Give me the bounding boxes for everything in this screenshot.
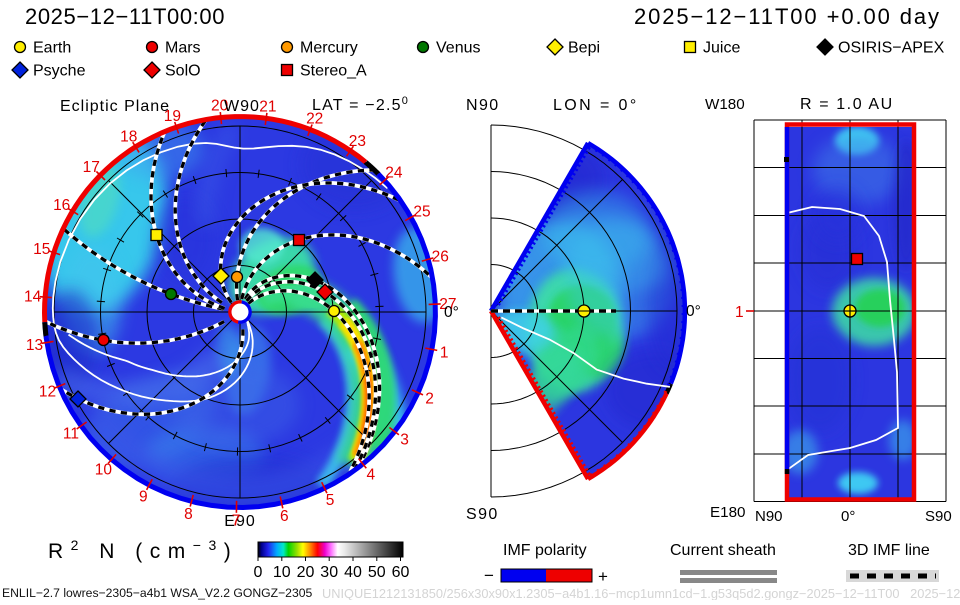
svg-text:E180: E180 — [710, 504, 745, 521]
svg-text:LAT = −2.50: LAT = −2.50 — [312, 95, 409, 114]
svg-text:Bepi: Bepi — [568, 40, 600, 57]
svg-text:Mars: Mars — [165, 40, 201, 57]
svg-text:Earth: Earth — [33, 40, 71, 57]
svg-text:11: 11 — [63, 426, 79, 443]
svg-text:30: 30 — [320, 564, 338, 581]
svg-text:2: 2 — [425, 390, 434, 407]
svg-text:Current sheath: Current sheath — [670, 542, 776, 559]
svg-text:R = 1.0 AU: R = 1.0 AU — [800, 96, 894, 113]
svg-text:S90: S90 — [925, 508, 952, 525]
svg-text:R2 N (cm−3): R2 N (cm−3) — [48, 537, 238, 563]
svg-text:N90: N90 — [466, 97, 500, 114]
svg-text:0°: 0° — [841, 508, 855, 525]
svg-text:0: 0 — [254, 564, 263, 581]
svg-text:60: 60 — [392, 564, 410, 581]
svg-text:OSIRIS−APEX: OSIRIS−APEX — [838, 40, 945, 57]
svg-text:3D IMF line: 3D IMF line — [848, 542, 930, 559]
svg-text:18: 18 — [120, 129, 137, 146]
svg-text:26: 26 — [432, 248, 449, 265]
svg-text:2025−12−11T00 +0.00 day: 2025−12−11T00 +0.00 day — [634, 4, 941, 29]
svg-text:20: 20 — [297, 564, 315, 581]
svg-text:15: 15 — [33, 241, 50, 258]
svg-text:50: 50 — [368, 564, 386, 581]
svg-text:9: 9 — [139, 489, 148, 506]
svg-text:+: + — [598, 567, 608, 586]
svg-text:40: 40 — [344, 564, 362, 581]
svg-text:8: 8 — [184, 506, 193, 523]
svg-text:3: 3 — [400, 432, 409, 449]
svg-text:17: 17 — [83, 159, 100, 176]
svg-text:14: 14 — [24, 289, 42, 306]
svg-text:5: 5 — [326, 492, 335, 509]
svg-text:1: 1 — [735, 304, 744, 321]
svg-text:W90: W90 — [224, 98, 260, 115]
svg-text:12: 12 — [39, 383, 56, 400]
svg-text:0°: 0° — [444, 304, 459, 321]
svg-text:N90: N90 — [755, 508, 783, 525]
svg-text:−: − — [484, 566, 494, 585]
svg-text:W180: W180 — [705, 96, 745, 113]
svg-text:7: 7 — [232, 513, 241, 530]
svg-text:16: 16 — [53, 197, 70, 214]
svg-text:Mercury: Mercury — [300, 40, 358, 57]
svg-text:23: 23 — [349, 133, 366, 150]
svg-text:Stereo_A: Stereo_A — [300, 63, 367, 80]
svg-text:LON = 0°: LON = 0° — [553, 97, 639, 114]
svg-text:21: 21 — [259, 98, 276, 115]
svg-text:2025−12−11T00:00: 2025−12−11T00:00 — [25, 4, 225, 29]
svg-text:0°: 0° — [686, 303, 701, 320]
svg-text:ENLIL−2.7 lowres−2305−a4b1 WSA: ENLIL−2.7 lowres−2305−a4b1 WSA_V2.2 GONG… — [2, 586, 313, 600]
svg-text:13: 13 — [26, 337, 43, 354]
svg-text:IMF polarity: IMF polarity — [503, 542, 587, 559]
svg-text:Juice: Juice — [703, 40, 740, 57]
svg-text:10: 10 — [95, 461, 113, 478]
svg-text:25: 25 — [413, 204, 430, 221]
svg-text:4: 4 — [366, 466, 375, 483]
svg-text:24: 24 — [385, 165, 403, 182]
svg-text:1: 1 — [440, 344, 449, 361]
svg-text:SolO: SolO — [165, 63, 201, 80]
svg-text:UNIQUE1212131850/256x30x90x1.2: UNIQUE1212131850/256x30x90x1.2305−a4b1.1… — [322, 586, 960, 600]
svg-text:Ecliptic Plane: Ecliptic Plane — [60, 98, 170, 115]
svg-text:Psyche: Psyche — [33, 63, 86, 80]
svg-text:10: 10 — [273, 564, 291, 581]
svg-text:Venus: Venus — [436, 40, 480, 57]
svg-text:S90: S90 — [466, 506, 499, 523]
svg-text:6: 6 — [280, 508, 289, 525]
